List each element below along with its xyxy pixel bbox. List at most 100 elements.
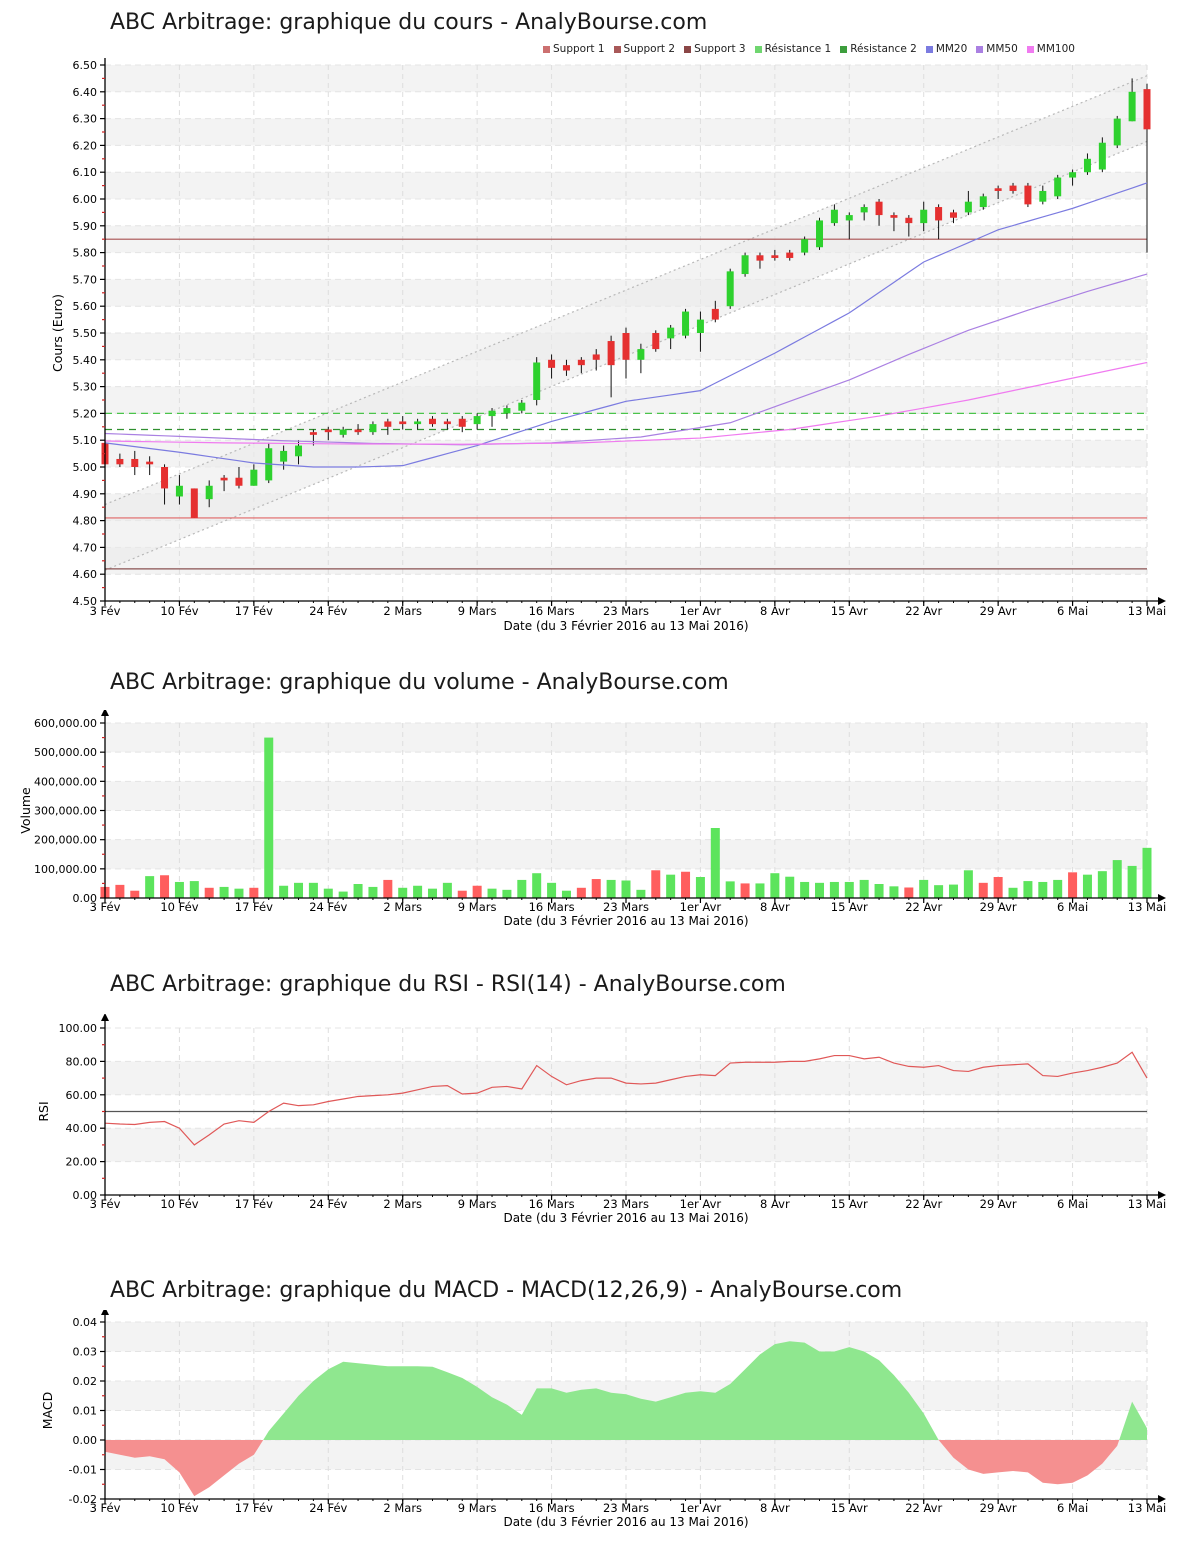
- svg-text:500,000.00: 500,000.00: [34, 746, 97, 759]
- svg-text:5.50: 5.50: [73, 327, 98, 340]
- svg-text:29 Avr: 29 Avr: [980, 1197, 1017, 1211]
- svg-text:300,000.00: 300,000.00: [34, 805, 97, 818]
- legend-item-mm100: MM100: [1026, 43, 1075, 55]
- macd-axes: 0.04 0.03 0.02 0.01 0.00 -0.01 -0.023 Fév 10 Fé…: [40, 1310, 1166, 1529]
- svg-text:6 Mai: 6 Mai: [1057, 1197, 1088, 1211]
- rsi-axes: 100.00 80.00 60.00 40.00 20.00 0.003 Fév 10 Fé…: [36, 1014, 1166, 1225]
- svg-text:5.30: 5.30: [73, 381, 98, 394]
- svg-text:6.00: 6.00: [73, 193, 98, 206]
- price-chart-canvas: 6.50 6.40 6.30 6.20 6.10 6.00 5.90 5.80 5.70 5.60…: [50, 58, 1166, 633]
- svg-text:17 Fév: 17 Fév: [235, 1197, 273, 1211]
- svg-text:1er Avr: 1er Avr: [680, 1501, 722, 1515]
- svg-text:8 Avr: 8 Avr: [760, 604, 790, 618]
- svg-text:6.30: 6.30: [73, 113, 98, 126]
- svg-text:4.60: 4.60: [73, 568, 98, 581]
- legend-label: MM20: [935, 43, 968, 55]
- svg-text:23 Mars: 23 Mars: [603, 900, 649, 914]
- support-resistance-lines: [105, 238, 1147, 570]
- svg-text:-0.01: -0.01: [69, 1464, 97, 1477]
- legend-label: Résistance 2: [850, 43, 917, 55]
- svg-text:5.70: 5.70: [73, 273, 98, 286]
- svg-text:10 Fév: 10 Fév: [160, 1197, 198, 1211]
- volume-background: [104, 722, 1148, 899]
- rsi-line: [104, 1051, 1148, 1146]
- legend-swatch: [684, 45, 692, 53]
- svg-text:6.20: 6.20: [73, 139, 98, 152]
- svg-text:8 Avr: 8 Avr: [760, 1501, 790, 1515]
- legend-item-support-2: Support 2: [613, 43, 675, 55]
- svg-text:400,000.00: 400,000.00: [34, 775, 97, 788]
- legend-label: Résistance 1: [764, 43, 832, 55]
- svg-text:1er Avr: 1er Avr: [680, 604, 722, 618]
- svg-text:6 Mai: 6 Mai: [1057, 1501, 1088, 1515]
- svg-text:9 Mars: 9 Mars: [458, 1501, 497, 1515]
- svg-text:0.00: 0.00: [73, 1434, 98, 1447]
- macd-chart-title: ABC Arbitrage: graphique du MACD - MACD(…: [110, 1278, 903, 1303]
- svg-text:5.10: 5.10: [73, 434, 98, 447]
- svg-text:3 Fév: 3 Fév: [90, 900, 121, 914]
- legend-swatch: [1026, 45, 1034, 53]
- macd-chart-canvas: 0.04 0.03 0.02 0.01 0.00 -0.01 -0.023 Fév 10 Fé…: [40, 1310, 1166, 1529]
- candlesticks: [101, 78, 1151, 518]
- svg-text:40.00: 40.00: [66, 1122, 98, 1135]
- legend-swatch: [925, 45, 933, 53]
- svg-text:15 Avr: 15 Avr: [831, 900, 868, 914]
- svg-text:4.90: 4.90: [73, 488, 98, 501]
- svg-text:0.00: 0.00: [73, 1189, 98, 1202]
- legend-swatch: [976, 45, 984, 53]
- svg-text:6 Mai: 6 Mai: [1057, 604, 1088, 618]
- svg-text:20.00: 20.00: [66, 1156, 98, 1169]
- legend-label: MM50: [986, 43, 1018, 55]
- svg-text:13 Mai: 13 Mai: [1128, 900, 1166, 914]
- svg-text:13 Mai: 13 Mai: [1128, 604, 1166, 618]
- svg-text:17 Fév: 17 Fév: [235, 900, 273, 914]
- svg-text:100,000.00: 100,000.00: [34, 863, 97, 876]
- svg-text:200,000.00: 200,000.00: [34, 834, 97, 847]
- macd-area: [105, 1341, 1147, 1497]
- legend-swatch: [840, 45, 848, 53]
- svg-text:10 Fév: 10 Fév: [160, 604, 198, 618]
- svg-text:22 Avr: 22 Avr: [905, 1197, 942, 1211]
- svg-text:100.00: 100.00: [59, 1022, 98, 1035]
- price-chart-title: ABC Arbitrage: graphique du cours - Anal…: [110, 10, 708, 35]
- legend-item-resistance-2: Résistance 2: [840, 43, 917, 55]
- svg-text:8 Avr: 8 Avr: [760, 1197, 790, 1211]
- svg-text:Cours (Euro): Cours (Euro): [50, 294, 65, 372]
- svg-text:24 Fév: 24 Fév: [309, 1197, 347, 1211]
- svg-text:6 Mai: 6 Mai: [1057, 900, 1088, 914]
- svg-text:1er Avr: 1er Avr: [680, 1197, 722, 1211]
- svg-text:2 Mars: 2 Mars: [383, 900, 422, 914]
- mm20-line: [104, 182, 1148, 468]
- svg-text:0.00: 0.00: [73, 892, 98, 905]
- svg-text:5.20: 5.20: [73, 407, 98, 420]
- svg-text:5.40: 5.40: [73, 354, 98, 367]
- svg-text:2 Mars: 2 Mars: [383, 1501, 422, 1515]
- legend-item-support-3: Support 3: [684, 43, 746, 55]
- cours-axes: 6.50 6.40 6.30 6.20 6.10 6.00 5.90 5.80 5.70 5.60…: [50, 58, 1166, 633]
- volume-chart-canvas: 600,000.00 500,000.00 400,000.00 300,000.00…: [18, 710, 1166, 928]
- svg-text:2 Mars: 2 Mars: [383, 1197, 422, 1211]
- svg-text:5.90: 5.90: [73, 220, 98, 233]
- svg-text:Date (du 3 Février 2016 au 13: Date (du 3 Février 2016 au 13 Mai 2016): [503, 1211, 748, 1225]
- svg-text:8 Avr: 8 Avr: [760, 900, 790, 914]
- svg-text:24 Fév: 24 Fév: [309, 1501, 347, 1515]
- rsi-chart-title: ABC Arbitrage: graphique du RSI - RSI(14…: [110, 972, 786, 997]
- svg-text:16 Mars: 16 Mars: [529, 900, 575, 914]
- legend-swatch: [613, 45, 621, 53]
- svg-text:Date (du 3 Février 2016 au 13: Date (du 3 Février 2016 au 13 Mai 2016): [503, 619, 748, 633]
- svg-text:29 Avr: 29 Avr: [980, 1501, 1017, 1515]
- svg-text:2 Mars: 2 Mars: [383, 604, 422, 618]
- svg-text:6.50: 6.50: [73, 59, 98, 72]
- svg-text:22 Avr: 22 Avr: [905, 1501, 942, 1515]
- volume-bars: [100, 737, 1152, 898]
- svg-text:22 Avr: 22 Avr: [905, 604, 942, 618]
- svg-text:Date (du 3 Février 2016 au 13: Date (du 3 Février 2016 au 13 Mai 2016): [503, 1515, 748, 1529]
- svg-text:0.01: 0.01: [73, 1405, 98, 1418]
- svg-text:24 Fév: 24 Fév: [309, 604, 347, 618]
- svg-text:29 Avr: 29 Avr: [980, 604, 1017, 618]
- volume-axes: 600,000.00 500,000.00 400,000.00 300,000.00…: [18, 710, 1166, 928]
- legend-item-support-1: Support 1: [543, 43, 605, 55]
- svg-text:23 Mars: 23 Mars: [603, 604, 649, 618]
- svg-text:22 Avr: 22 Avr: [905, 900, 942, 914]
- svg-text:29 Avr: 29 Avr: [980, 900, 1017, 914]
